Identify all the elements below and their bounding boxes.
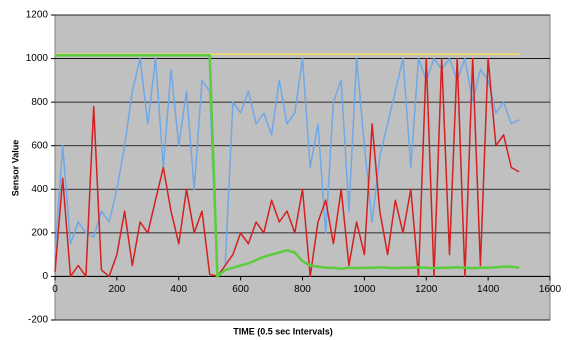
series-line [55, 54, 520, 278]
x-tick-label: 800 [294, 284, 311, 295]
y-tick-label: 800 [31, 97, 48, 108]
x-tick-label: 200 [109, 284, 126, 295]
x-tick-label: 0 [52, 284, 58, 295]
y-axis-title: Sensor Value [10, 140, 20, 197]
x-axis-title: TIME (0.5 sec Intervals) [233, 326, 333, 336]
y-tick-label: 600 [31, 140, 48, 151]
y-tick-label: 0 [42, 271, 48, 282]
x-tick-label: 600 [232, 284, 249, 295]
y-tick-label: -200 [28, 315, 48, 326]
x-tick-label: 1200 [415, 284, 438, 295]
y-tick-label: 1200 [26, 10, 49, 21]
x-tick-label: 1400 [477, 284, 500, 295]
y-tick-label: 1000 [26, 53, 49, 64]
x-tick-label: 400 [170, 284, 187, 295]
series-line [54, 57, 520, 278]
y-tick-label: 400 [31, 184, 48, 195]
x-tick-label: 1000 [353, 284, 376, 295]
x-tick-label: 1600 [539, 284, 562, 295]
y-tick-label: 200 [31, 227, 48, 238]
